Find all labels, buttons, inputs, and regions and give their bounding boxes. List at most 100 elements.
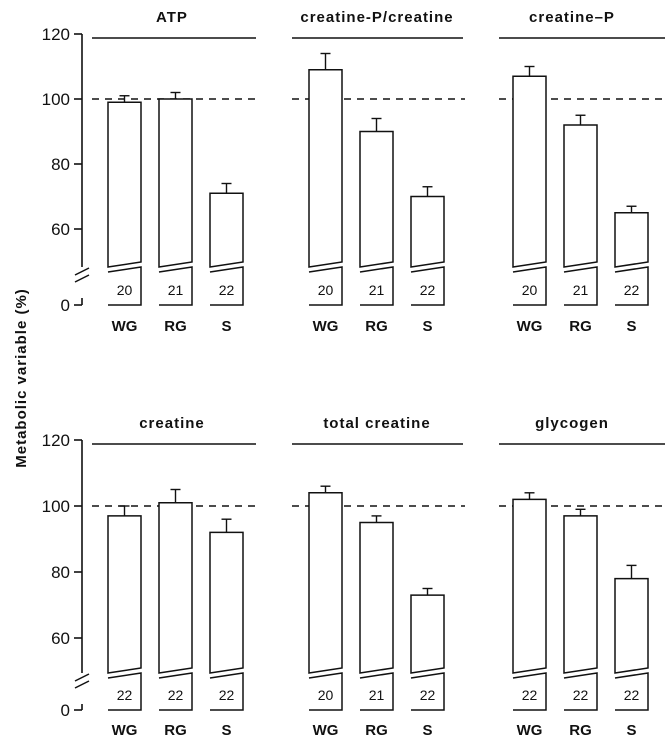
axis-break-mark (74, 673, 90, 682)
bar (512, 75, 547, 268)
y-axis-label: Metabolic variable (%) (13, 288, 30, 468)
bar-base (209, 672, 244, 711)
category-label: WG (517, 722, 543, 738)
sample-size-label: 22 (219, 687, 235, 703)
sample-size-label: 21 (369, 687, 385, 703)
y-tick-label: 120 (42, 431, 70, 450)
sample-size-label: 22 (624, 282, 640, 298)
panel-title: glycogen (535, 415, 609, 432)
bar-base (209, 266, 244, 306)
bar (410, 594, 445, 674)
bar (614, 577, 649, 674)
y-tick-label: 100 (42, 90, 70, 109)
sample-size-label: 20 (117, 282, 133, 298)
category-label: S (221, 722, 231, 738)
category-label: S (422, 318, 432, 335)
category-label: RG (164, 722, 187, 738)
panel-title: ATP (156, 9, 188, 26)
category-label: S (422, 722, 432, 738)
bar-base (563, 672, 598, 711)
bar (563, 515, 598, 674)
bar-base (359, 266, 394, 306)
bar (359, 130, 394, 268)
bar (158, 501, 193, 674)
y-tick-label: 80 (51, 563, 70, 582)
category-label: WG (517, 318, 543, 335)
bar (209, 192, 244, 268)
sample-size-label: 20 (318, 282, 334, 298)
y-tick-label: 60 (51, 220, 70, 239)
chart-panel: glycogen 22 WG 22 RG 22 S (499, 415, 665, 738)
bar-base (563, 266, 598, 306)
sample-size-label: 20 (522, 282, 538, 298)
bar-base (308, 672, 343, 711)
bar (209, 531, 244, 674)
bar-base (359, 672, 394, 711)
bar (614, 212, 649, 268)
sample-size-label: 22 (168, 687, 184, 703)
category-label: RG (365, 318, 388, 335)
panel-title: creatine (139, 415, 205, 432)
y-tick-label: 0 (61, 296, 70, 315)
y-tick-label: 60 (51, 629, 70, 648)
y-tick-label: 120 (42, 25, 70, 44)
bar-base (614, 672, 649, 711)
bar-base (107, 266, 142, 306)
category-label: WG (112, 318, 138, 335)
sample-size-label: 22 (219, 282, 235, 298)
y-tick-label: 100 (42, 497, 70, 516)
y-tick-label: 80 (51, 155, 70, 174)
axis-break-mark (74, 267, 90, 276)
category-label: RG (569, 318, 592, 335)
bar-base (614, 266, 649, 306)
chart-panel: ATP 0 60 80 100 120 20 WG 21 RG 22 S (42, 9, 260, 335)
chart-panel: creatine-P/creatine 20 WG 21 RG 22 S (292, 9, 465, 335)
category-label: S (221, 318, 231, 335)
bar-base (512, 672, 547, 711)
panel-title: total creatine (323, 415, 430, 432)
category-label: RG (164, 318, 187, 335)
bar (410, 195, 445, 268)
bar-base (512, 266, 547, 306)
chart-panel: total creatine 20 WG 21 RG 22 S (292, 415, 465, 738)
bar-base (410, 672, 445, 711)
y-tick-label: 0 (61, 701, 70, 720)
sample-size-label: 22 (573, 687, 589, 703)
bar-base (410, 266, 445, 306)
chart-panel: creatine 0 60 80 100 120 22 WG 22 RG 22 S (42, 415, 260, 738)
sample-size-label: 22 (522, 687, 538, 703)
category-label: WG (313, 722, 339, 738)
bar-base (107, 672, 142, 711)
bar (512, 498, 547, 674)
sample-size-label: 22 (420, 282, 436, 298)
axis-break-mark (74, 274, 90, 283)
bar (107, 515, 142, 674)
chart-panel: creatine–P 20 WG 21 RG 22 S (499, 9, 665, 335)
category-label: WG (313, 318, 339, 335)
bar (563, 124, 598, 268)
panel-title: creatine–P (529, 9, 615, 26)
bar (107, 101, 142, 268)
sample-size-label: 21 (573, 282, 589, 298)
sample-size-label: 22 (420, 687, 436, 703)
sample-size-label: 21 (168, 282, 184, 298)
category-label: S (626, 722, 636, 738)
bar (359, 521, 394, 674)
sample-size-label: 22 (624, 687, 640, 703)
bar-base (308, 266, 343, 306)
category-label: RG (365, 722, 388, 738)
axis-break-mark (74, 680, 90, 689)
sample-size-label: 20 (318, 687, 334, 703)
category-label: WG (112, 722, 138, 738)
sample-size-label: 22 (117, 687, 133, 703)
category-label: RG (569, 722, 592, 738)
bar (308, 69, 343, 268)
bar (158, 98, 193, 268)
sample-size-label: 21 (369, 282, 385, 298)
bar-base (158, 266, 193, 306)
bar (308, 492, 343, 674)
bar-base (158, 672, 193, 711)
category-label: S (626, 318, 636, 335)
panel-title: creatine-P/creatine (300, 9, 453, 26)
